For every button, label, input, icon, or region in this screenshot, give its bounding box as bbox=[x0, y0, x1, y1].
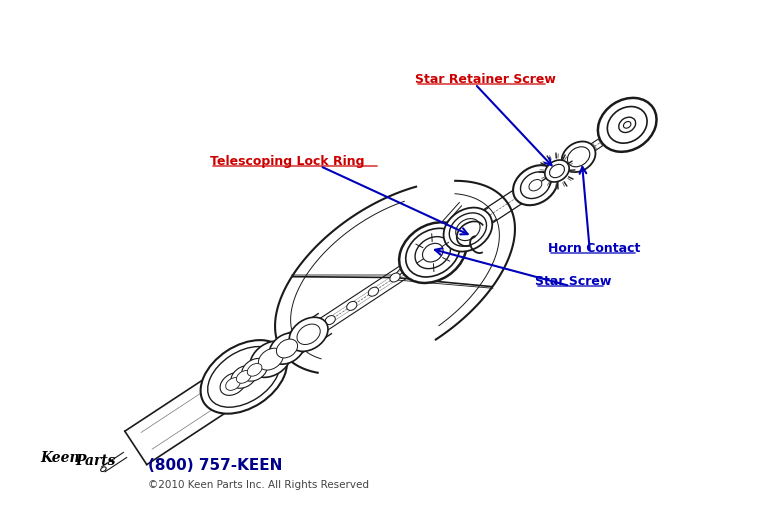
Ellipse shape bbox=[368, 287, 379, 296]
Text: ©2010 Keen Parts Inc. All Rights Reserved: ©2010 Keen Parts Inc. All Rights Reserve… bbox=[148, 480, 369, 490]
Text: Star Screw: Star Screw bbox=[535, 275, 611, 288]
Text: (800) 757-KEEN: (800) 757-KEEN bbox=[148, 458, 283, 473]
Ellipse shape bbox=[236, 370, 251, 383]
Ellipse shape bbox=[231, 366, 256, 388]
Ellipse shape bbox=[449, 213, 487, 246]
Ellipse shape bbox=[220, 372, 246, 395]
Ellipse shape bbox=[406, 228, 460, 277]
Ellipse shape bbox=[390, 273, 400, 282]
Ellipse shape bbox=[624, 122, 631, 128]
Ellipse shape bbox=[399, 222, 467, 283]
Ellipse shape bbox=[242, 358, 267, 381]
Ellipse shape bbox=[521, 172, 551, 198]
Ellipse shape bbox=[290, 317, 328, 351]
Ellipse shape bbox=[259, 348, 283, 370]
Ellipse shape bbox=[101, 467, 106, 471]
Ellipse shape bbox=[456, 219, 480, 240]
Text: Star Retainer Screw: Star Retainer Screw bbox=[415, 73, 556, 86]
Ellipse shape bbox=[561, 141, 595, 172]
Text: Telescoping Lock Ring: Telescoping Lock Ring bbox=[210, 155, 364, 168]
Text: Parts: Parts bbox=[75, 454, 116, 468]
Ellipse shape bbox=[619, 117, 636, 133]
Ellipse shape bbox=[297, 324, 320, 344]
Ellipse shape bbox=[201, 340, 287, 414]
Text: Keen: Keen bbox=[40, 451, 79, 465]
Ellipse shape bbox=[545, 160, 569, 182]
Ellipse shape bbox=[423, 243, 443, 262]
Ellipse shape bbox=[444, 208, 492, 252]
Ellipse shape bbox=[567, 147, 590, 167]
Ellipse shape bbox=[598, 98, 657, 152]
Text: Horn Contact: Horn Contact bbox=[548, 242, 641, 255]
Ellipse shape bbox=[247, 364, 262, 376]
Ellipse shape bbox=[513, 165, 557, 205]
Ellipse shape bbox=[226, 378, 240, 391]
Ellipse shape bbox=[346, 301, 357, 310]
Ellipse shape bbox=[608, 107, 647, 143]
Ellipse shape bbox=[415, 237, 450, 269]
Ellipse shape bbox=[550, 164, 564, 178]
Ellipse shape bbox=[208, 347, 280, 407]
Ellipse shape bbox=[250, 341, 292, 377]
Ellipse shape bbox=[270, 333, 305, 364]
Ellipse shape bbox=[276, 339, 297, 358]
Ellipse shape bbox=[325, 315, 335, 325]
Ellipse shape bbox=[529, 180, 542, 191]
